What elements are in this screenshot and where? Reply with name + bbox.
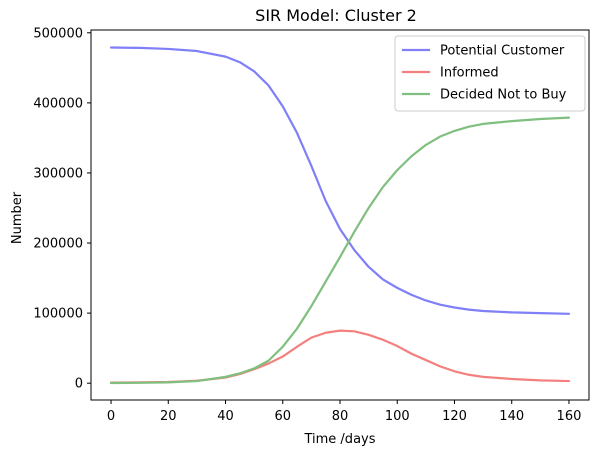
x-axis-label: Time /days — [303, 432, 375, 447]
y-tick-label: 0 — [75, 377, 83, 392]
x-tick-label: 120 — [442, 409, 467, 424]
axes-layer: 0 20 40 60 80 100 120 140 160 0 100000 200000 300000… — [33, 26, 590, 424]
y-tick-label: 200000 — [33, 237, 83, 252]
series-line-potential-customer — [109, 46, 571, 315]
x-tick-label: 80 — [332, 409, 349, 424]
x-tick-label: 20 — [160, 409, 177, 424]
legend: Potential Customer Informed Decided Not to… — [394, 35, 586, 112]
y-axis-label: Number — [10, 191, 25, 244]
legend-label: Informed — [440, 66, 499, 81]
chart-title: SIR Model: Cluster 2 — [255, 6, 417, 25]
x-tick-label: 40 — [217, 409, 234, 424]
legend-label: Potential Customer — [440, 44, 565, 59]
series-line-decided-not-to-buy — [109, 116, 571, 385]
legend-box — [394, 35, 586, 112]
series-line-informed — [109, 329, 571, 384]
y-tick-label: 300000 — [33, 166, 83, 181]
y-tick-label: 100000 — [33, 307, 83, 322]
x-tick-label: 140 — [499, 409, 524, 424]
y-tick-label: 500000 — [33, 26, 83, 41]
x-tick-label: 60 — [274, 409, 291, 424]
series-layer — [109, 46, 571, 385]
legend-label: Decided Not to Buy — [440, 88, 567, 103]
y-tick-label: 400000 — [33, 96, 83, 111]
x-tick-label: 0 — [107, 409, 115, 424]
x-tick-label: 100 — [385, 409, 410, 424]
x-tick-label: 160 — [557, 409, 582, 424]
